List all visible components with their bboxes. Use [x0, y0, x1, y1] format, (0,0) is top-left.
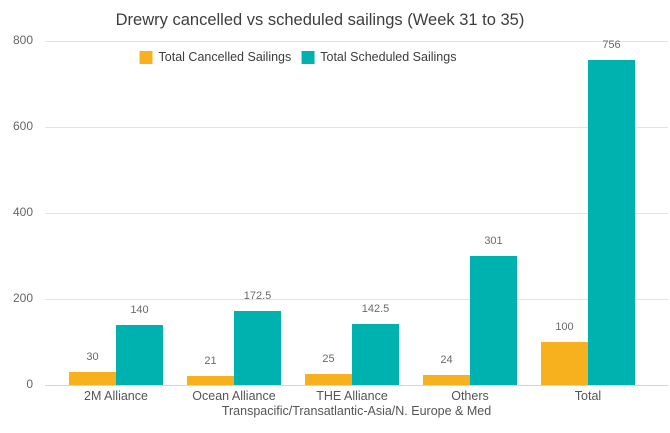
- y-gridline: [45, 299, 668, 300]
- bar-value-label: 142.5: [361, 302, 390, 315]
- bar-cancelled-2m-alliance[interactable]: [69, 372, 116, 385]
- x-axis-category-label: 2M Alliance: [84, 389, 148, 403]
- bar-scheduled-ocean-alliance[interactable]: [234, 310, 281, 385]
- bar-cancelled-others[interactable]: [423, 374, 470, 385]
- bar-cancelled-ocean-alliance[interactable]: [187, 375, 234, 385]
- chart-title: Drewry cancelled vs scheduled sailings (…: [115, 11, 525, 29]
- bar-value-label: 24: [440, 353, 453, 366]
- bar-value-label: 756: [602, 38, 621, 51]
- y-axis-tick-label: 0: [26, 377, 33, 391]
- y-gridline: [45, 213, 668, 214]
- y-gridline: [45, 41, 668, 42]
- x-axis-category-label: Total: [574, 389, 602, 403]
- legend-item-scheduled[interactable]: Total Scheduled Sailings: [301, 50, 456, 64]
- bar-cancelled-the-alliance[interactable]: [305, 374, 352, 385]
- bar-value-label: 100: [555, 321, 574, 333]
- bar-value-label: 25: [322, 353, 335, 366]
- bar-value-label: 30: [86, 351, 99, 364]
- legend-swatch-scheduled-icon: [301, 50, 315, 64]
- bar-value-label: 301: [484, 234, 503, 247]
- legend-item-cancelled[interactable]: Total Cancelled Sailings: [139, 50, 292, 64]
- bar-scheduled-the-alliance[interactable]: [352, 323, 399, 385]
- x-axis-category-label: THE Alliance: [316, 389, 388, 403]
- x-axis-title: Transpacific/Transatlantic-Asia/N. Europ…: [221, 404, 492, 418]
- y-axis-tick-label: 400: [12, 205, 33, 219]
- bar-scheduled-others[interactable]: [470, 255, 517, 385]
- y-gridline: [45, 127, 668, 128]
- bar-cancelled-total[interactable]: [541, 342, 588, 385]
- x-axis-category-label: Others: [451, 389, 489, 403]
- bar-scheduled-2m-alliance[interactable]: [116, 324, 163, 385]
- y-axis-tick-label: 200: [12, 291, 33, 305]
- bar-value-label: 21: [204, 354, 217, 367]
- legend-label-cancelled: Total Cancelled Sailings: [158, 50, 292, 64]
- legend-swatch-cancelled-icon: [139, 50, 153, 64]
- y-axis-tick-label: 600: [12, 119, 33, 133]
- bar-scheduled-total[interactable]: [588, 59, 635, 385]
- y-axis-tick-label: 800: [12, 33, 33, 47]
- x-axis-line: [45, 385, 668, 386]
- bar-value-label: 140: [130, 303, 149, 316]
- bar-value-label: 172.5: [243, 289, 272, 302]
- legend: Total Cancelled Sailings Total Scheduled…: [139, 50, 456, 64]
- legend-label-scheduled: Total Scheduled Sailings: [320, 50, 457, 64]
- x-axis-category-label: Ocean Alliance: [192, 389, 276, 403]
